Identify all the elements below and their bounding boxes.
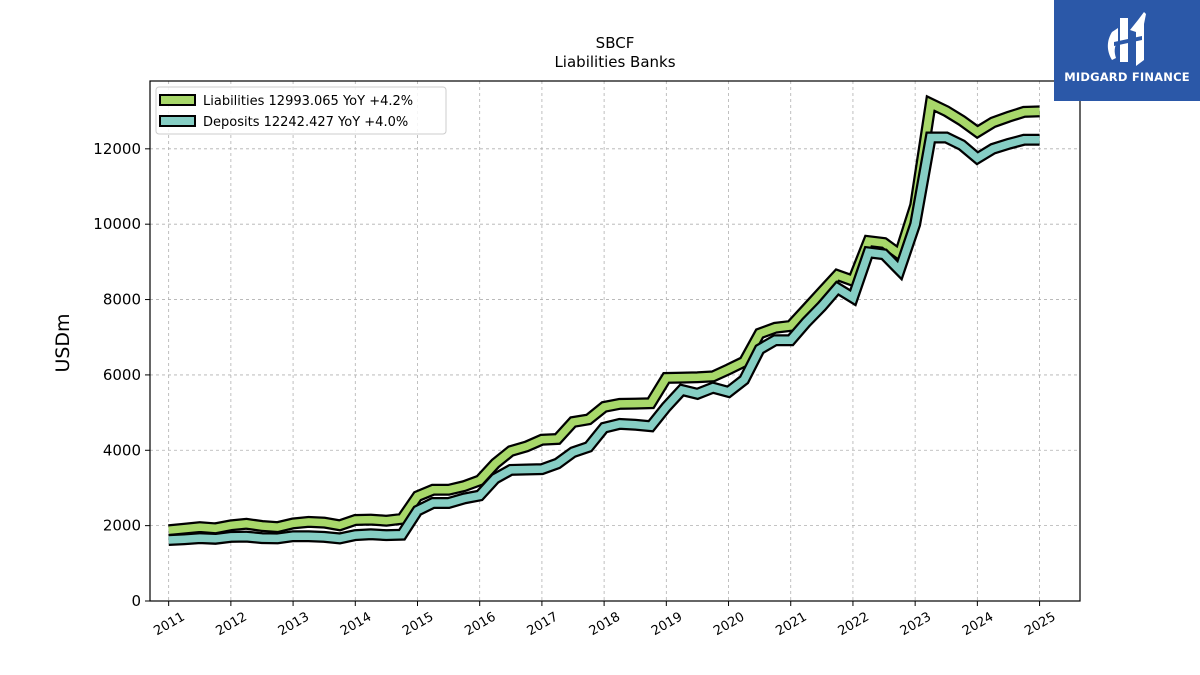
logo-mark-icon xyxy=(1107,12,1146,66)
x-tick-label: 2018 xyxy=(587,610,623,640)
legend-box xyxy=(155,86,447,135)
legend-label-deposits: Deposits 12242.427 YoY +4.0% xyxy=(203,115,408,130)
series-deposits xyxy=(168,131,1040,546)
x-tick-label: 2025 xyxy=(1022,610,1058,640)
y-tick-label: 12000 xyxy=(93,140,141,158)
series-line xyxy=(168,133,1040,544)
legend-swatch-deposits xyxy=(159,115,196,127)
x-tick-label: 2024 xyxy=(960,610,996,640)
x-tick-label: 2020 xyxy=(711,610,747,640)
series-liabilities xyxy=(168,94,1040,537)
x-tick-label: 2019 xyxy=(649,610,685,640)
chart-title: SBCF xyxy=(596,34,635,52)
series-layer xyxy=(168,94,1040,546)
x-tick-label: 2011 xyxy=(151,610,187,640)
x-tick-label: 2023 xyxy=(898,610,934,640)
y-axis-label: USDm xyxy=(52,313,74,372)
y-tick-label: 4000 xyxy=(103,441,141,459)
y-tick-label: 10000 xyxy=(93,215,141,233)
legend: Liabilities 12993.065 YoY +4.2% Deposits … xyxy=(155,86,447,135)
legend-swatch-liabilities xyxy=(159,94,196,106)
chart-subtitle: Liabilities Banks xyxy=(554,53,675,71)
y-tick-label: 6000 xyxy=(103,366,141,384)
plot-frame xyxy=(149,80,1081,602)
logo-text: MIDGARD FINANCE xyxy=(1064,70,1190,84)
x-tick-label: 2016 xyxy=(462,610,498,640)
brand-logo: MIDGARD FINANCE xyxy=(1054,0,1200,101)
y-tick-label: 2000 xyxy=(103,517,141,535)
x-tick-label: 2015 xyxy=(400,610,436,640)
x-tick-label: 2021 xyxy=(773,610,809,640)
x-tick-label: 2012 xyxy=(214,610,250,640)
x-tick-label: 2022 xyxy=(836,610,872,640)
x-axis: 2011 2012 2013 2014 2015 2016 2017 2018 2019 2020… xyxy=(151,601,1058,639)
x-tick-label: 2014 xyxy=(338,610,374,640)
series-line xyxy=(168,98,1040,534)
y-tick-label: 0 xyxy=(131,592,141,610)
legend-label-liabilities: Liabilities 12993.065 YoY +4.2% xyxy=(203,94,413,109)
y-axis: 0 2000 4000 6000 8000 10000 12000 xyxy=(93,140,150,610)
x-tick-label: 2013 xyxy=(276,610,312,640)
y-tick-label: 8000 xyxy=(103,291,141,309)
x-tick-label: 2017 xyxy=(525,610,561,640)
